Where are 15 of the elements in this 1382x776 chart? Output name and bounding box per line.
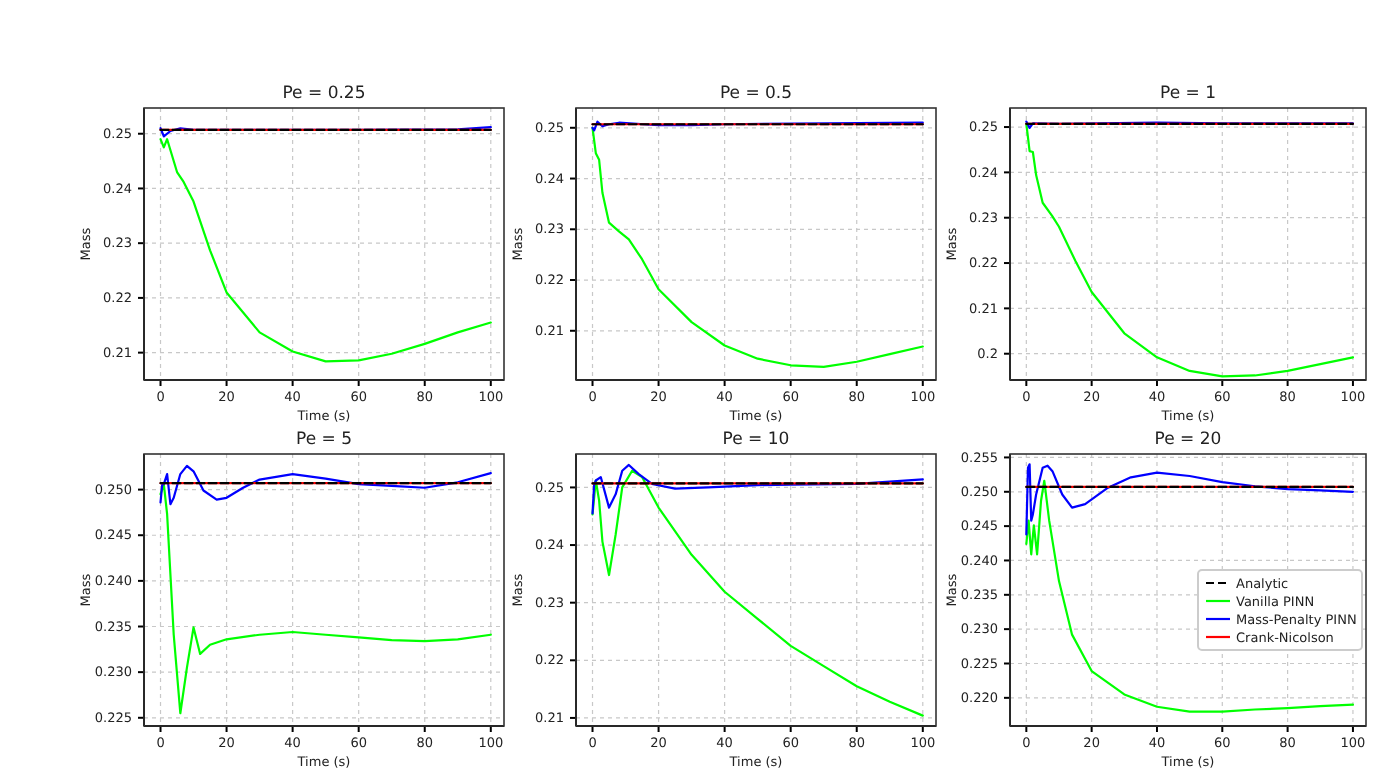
line-series [1025, 463, 1355, 536]
chart-title: Pe = 0.5 [719, 84, 793, 104]
line-series [591, 469, 924, 717]
chart-title: Pe = 5 [296, 430, 352, 450]
line-series [159, 464, 492, 506]
chart-title: Pe = 0.25 [282, 84, 366, 104]
chart-title: Pe = 10 [722, 430, 790, 450]
chart-title: Pe = 1 [1160, 84, 1216, 104]
line-series [591, 463, 924, 515]
line-series [591, 126, 924, 368]
line-series [159, 483, 492, 715]
line-series [1025, 479, 1355, 713]
chart-title: Pe = 20 [1154, 430, 1222, 450]
line-series [1025, 122, 1355, 378]
line-series [159, 138, 492, 363]
